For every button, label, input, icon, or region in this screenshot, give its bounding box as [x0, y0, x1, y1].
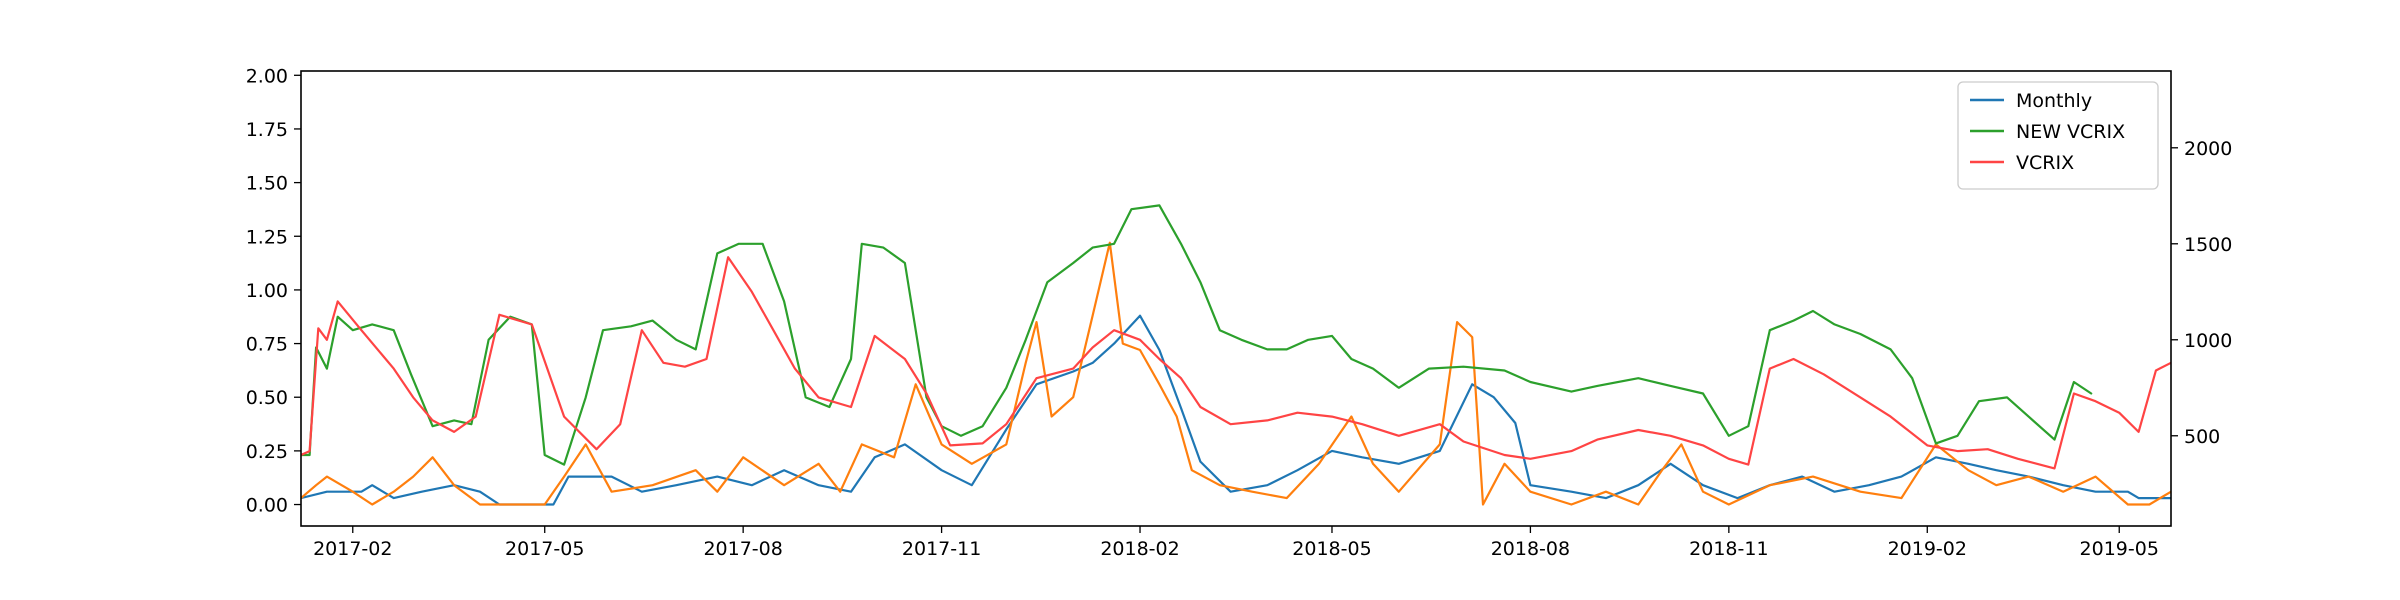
series-line-vcrix [301, 256, 2171, 470]
x-tick-label: 2018-05 [1292, 538, 1371, 560]
y-left-tick-label: 1.25 [246, 226, 288, 248]
y-left-tick-label: 0.50 [246, 387, 288, 409]
x-tick-label: 2018-08 [1491, 538, 1570, 560]
y-left-tick-label: 2.00 [246, 65, 288, 87]
series-line-series-2 [301, 241, 2171, 506]
y-right-tick-label: 500 [2184, 426, 2220, 448]
x-tick-label: 2017-08 [703, 538, 782, 560]
x-tick-label: 2017-11 [902, 538, 981, 560]
y-left-tick-label: 0.00 [246, 495, 288, 517]
y-left-tick-label: 0.25 [246, 441, 288, 463]
series-line-new-vcrix [301, 204, 2093, 466]
y-left-tick-label: 0.75 [246, 334, 288, 356]
y-left-tick-label: 1.50 [246, 173, 288, 195]
x-tick-label: 2018-02 [1100, 538, 1179, 560]
series-layer [301, 204, 2171, 506]
legend-box [1957, 81, 2159, 190]
x-tick-label: 2017-02 [313, 538, 392, 560]
y-right-tick-label: 1000 [2184, 330, 2232, 352]
x-tick-label: 2018-11 [1689, 538, 1768, 560]
legend-label-new-vcrix: NEW VCRIX [2016, 121, 2125, 143]
x-tick-label: 2019-05 [2080, 538, 2159, 560]
y-left-tick-label: 1.75 [246, 119, 288, 141]
legend-label-monthly: Monthly [2016, 90, 2092, 112]
y-left-tick-label: 1.00 [246, 280, 288, 302]
series-line-monthly [301, 314, 2171, 506]
y-right-tick-label: 2000 [2184, 138, 2232, 160]
x-tick-label: 2019-02 [1888, 538, 1967, 560]
y-axis-right: 500 1000 1500 2000 [2171, 138, 2232, 448]
plot-frame [300, 70, 2172, 527]
y-axis-left: 0.00 0.25 0.50 0.75 1.00 1.25 1.50 1.75 2.00 [246, 65, 301, 517]
legend-label-vcrix: VCRIX [2016, 152, 2074, 174]
y-right-tick-label: 1500 [2184, 234, 2232, 256]
x-axis: 2017-02 2017-05 2017-08 2017-11 2018-02 2018-… [313, 526, 2159, 560]
legend: Monthly NEW VCRIX VCRIX [1957, 81, 2159, 190]
x-tick-label: 2017-05 [505, 538, 584, 560]
